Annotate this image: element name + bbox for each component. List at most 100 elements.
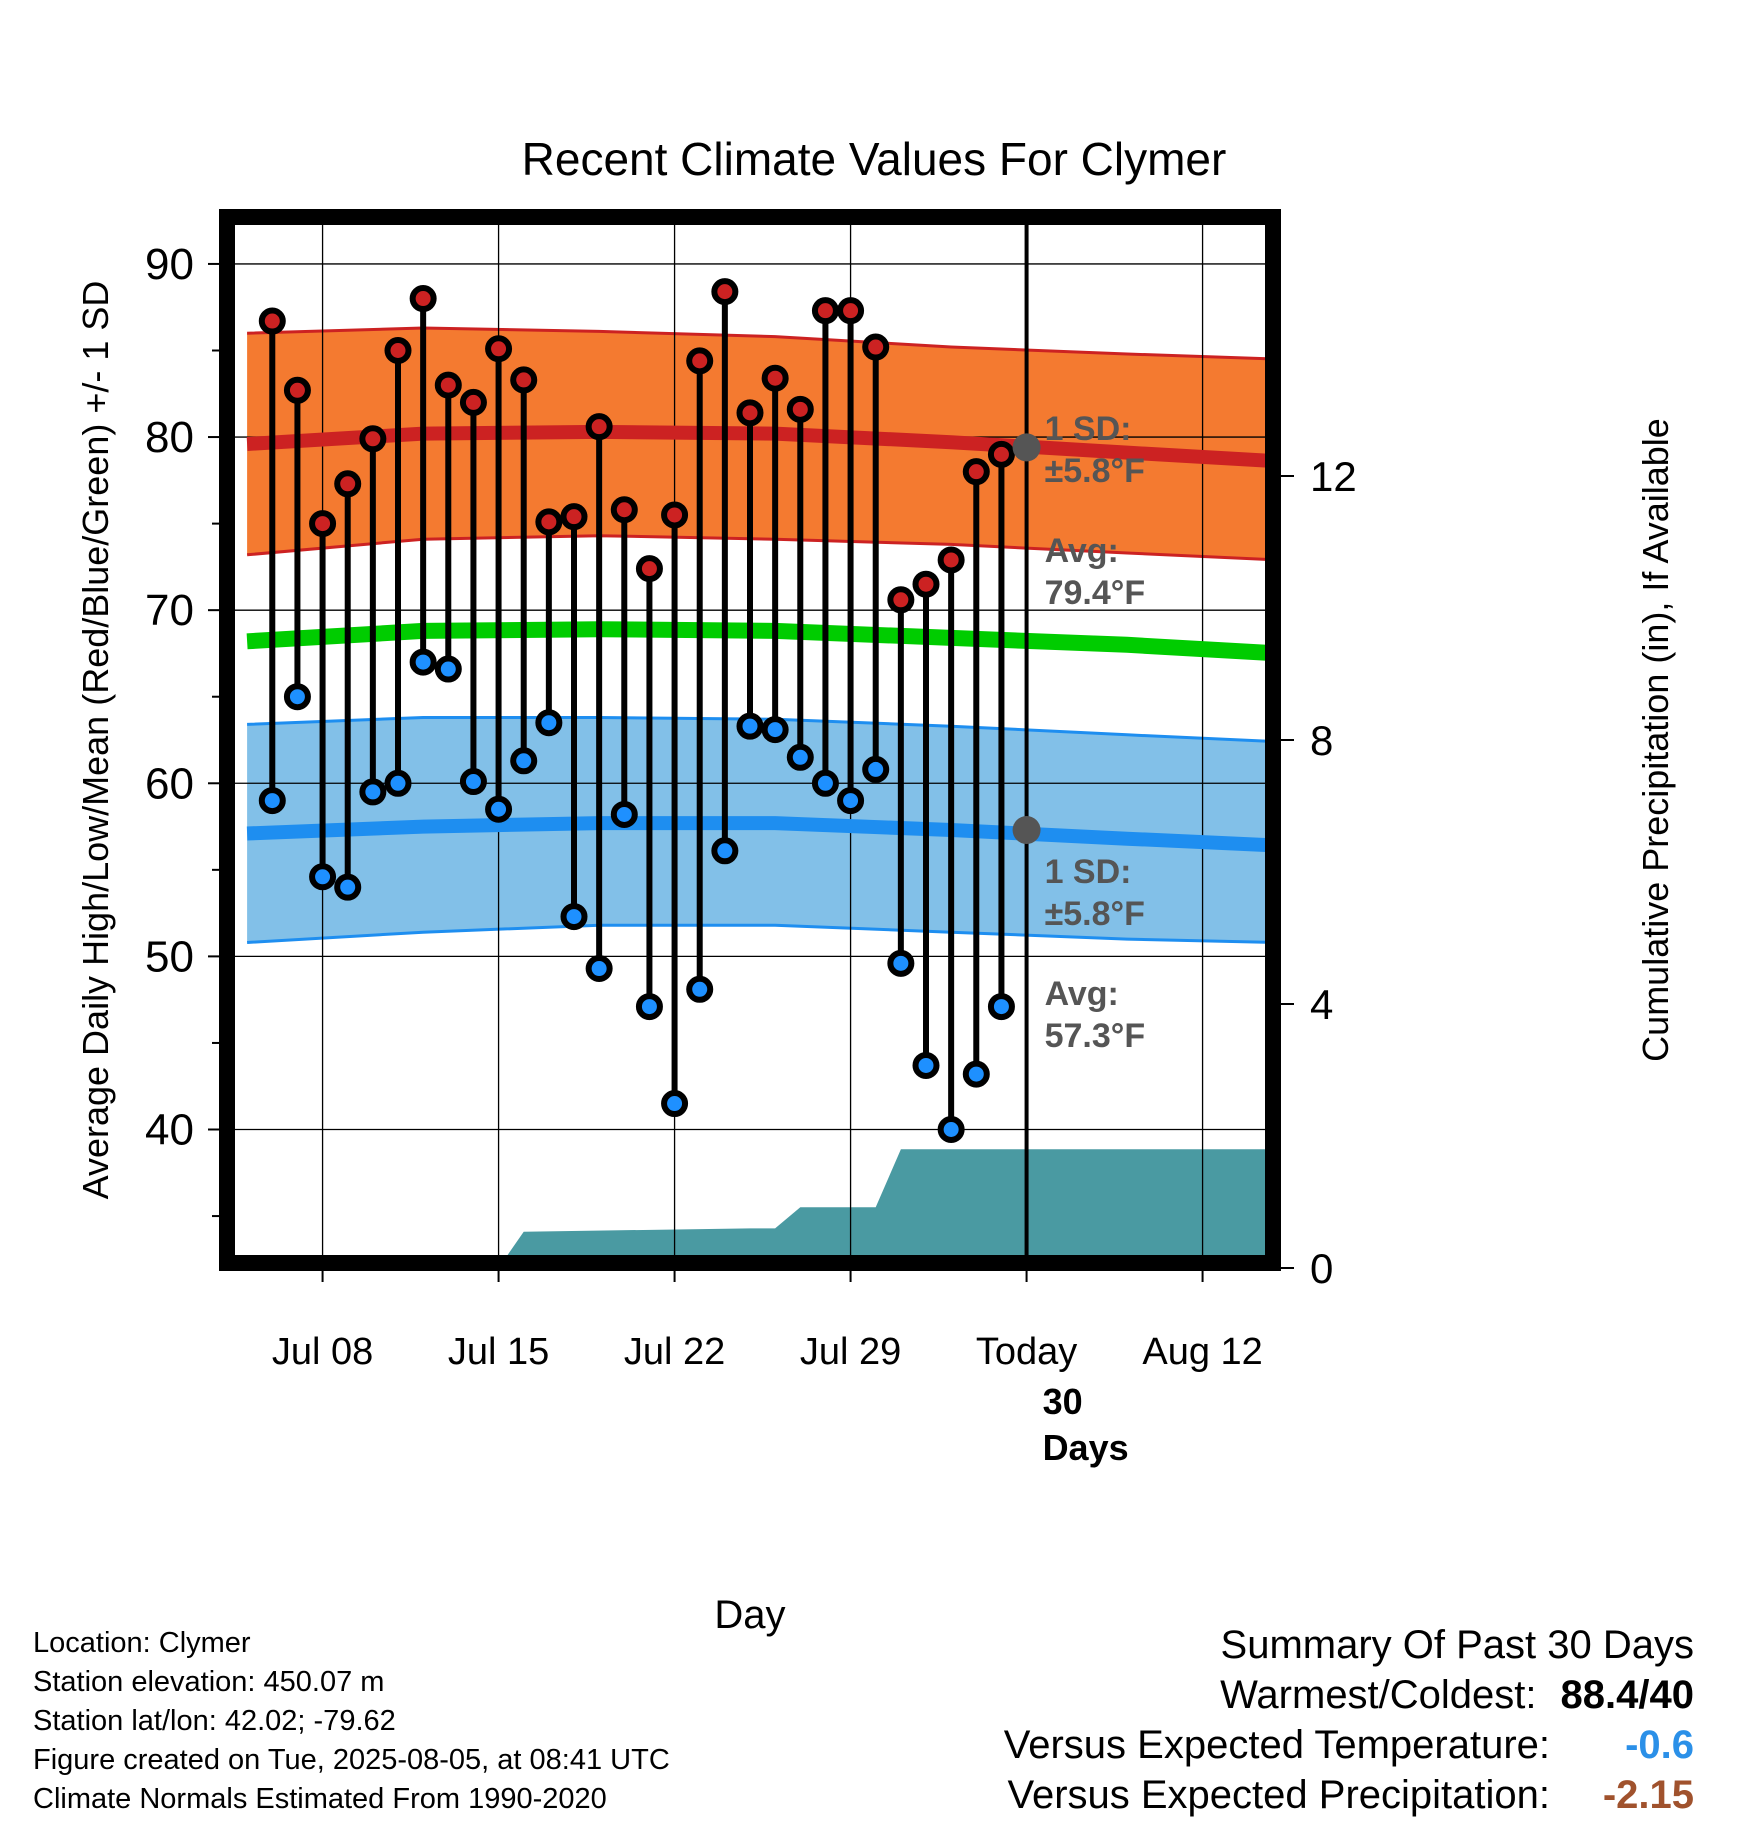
daily-low-point [384, 769, 412, 797]
summary-value: -0.6 [1625, 1723, 1694, 1767]
daily-high-point [434, 371, 462, 399]
precipitation-area [247, 1149, 1278, 1268]
precip-cumulative-area [247, 1149, 1278, 1268]
y2-tick-label: 12 [1310, 453, 1357, 500]
daily-low-point [837, 787, 865, 815]
daily-low-point [987, 993, 1015, 1021]
high-sd-title: 1 SD: [1045, 410, 1132, 448]
summary-row-warmest: Warmest/Coldest: 88.4/40 [1004, 1670, 1694, 1720]
summary-value: 88.4/40 [1560, 1673, 1694, 1717]
daily-low-point [459, 768, 487, 796]
today-low-avg-dot [1012, 816, 1041, 845]
daily-low-point [862, 755, 890, 783]
x-tick-label: Jul 22 [624, 1331, 725, 1373]
daily-low-point [510, 747, 538, 775]
daily-low-point [434, 655, 462, 683]
today-window-label: 30 [1043, 1381, 1083, 1422]
summary-row-precipitation: Versus Expected Precipitation: -2.15 [1004, 1770, 1694, 1820]
daily-range-series [258, 278, 1015, 1144]
daily-low-point [711, 837, 739, 865]
daily-low-point [661, 1090, 689, 1118]
daily-high-point [359, 425, 387, 453]
daily-high-point [283, 376, 311, 404]
daily-low-point [610, 800, 638, 828]
daily-low-point [811, 769, 839, 797]
daily-high-point [485, 335, 513, 363]
low-sd-lower-line [247, 923, 1278, 944]
info-elevation: Station elevation: 450.07 m [33, 1666, 385, 1698]
daily-high-point [736, 399, 764, 427]
daily-low-point [283, 683, 311, 711]
daily-high-point [610, 496, 638, 524]
daily-low-point [686, 975, 714, 1003]
annotations: 1 SD: ±5.8°F Avg: 79.4°F 1 SD: ±5.8°F Avg: 57.3… [1012, 410, 1146, 1468]
daily-low-point [962, 1060, 990, 1088]
daily-high-point [384, 336, 412, 364]
high-sd-value: ±5.8°F [1045, 452, 1145, 490]
x-tick-label: Aug 12 [1142, 1331, 1262, 1373]
daily-high-point [510, 366, 538, 394]
y-tick-label: 70 [145, 586, 194, 635]
daily-low-point [736, 712, 764, 740]
daily-low-point [786, 743, 814, 771]
daily-low-point [258, 787, 286, 815]
daily-high-point [761, 364, 789, 392]
daily-high-point [661, 501, 689, 529]
daily-high-point [887, 586, 915, 614]
daily-high-point [786, 395, 814, 423]
info-normals: Climate Normals Estimated From 1990-2020 [33, 1783, 607, 1815]
daily-high-point [811, 297, 839, 325]
summary-label: Versus Expected Precipitation: [1007, 1773, 1550, 1817]
summary-value: -2.15 [1602, 1773, 1694, 1817]
daily-high-point [334, 470, 362, 498]
daily-low-point [585, 955, 613, 983]
daily-high-point [258, 307, 286, 335]
daily-low-point [359, 778, 387, 806]
summary-title: Summary Of Past 30 Days [1220, 1623, 1694, 1667]
daily-high-point [635, 555, 663, 583]
daily-high-point [962, 458, 990, 486]
daily-high-point [987, 440, 1015, 468]
summary-panel: Summary Of Past 30 Days Warmest/Coldest:… [1004, 1620, 1694, 1820]
daily-low-point [887, 949, 915, 977]
y-tick-label: 60 [145, 759, 194, 808]
daily-low-point [912, 1051, 940, 1079]
x-tick-label: Jul 08 [272, 1331, 373, 1373]
info-created: Figure created on Tue, 2025-08-05, at 08… [33, 1744, 670, 1776]
today-high-avg-dot [1012, 433, 1041, 462]
daily-low-point [334, 873, 362, 901]
info-location: Location: Clymer [33, 1627, 251, 1659]
high-avg-value: 79.4°F [1045, 574, 1146, 612]
plot-border [219, 209, 1281, 1271]
daily-low-point [761, 716, 789, 744]
y2-tick-label: 8 [1310, 717, 1333, 764]
summary-label: Warmest/Coldest: [1220, 1673, 1537, 1717]
daily-high-point [409, 285, 437, 313]
y-tick-label: 40 [145, 1106, 194, 1155]
low-sd-value: ±5.8°F [1045, 895, 1145, 933]
station-info: Location: Clymer Station elevation: 450.… [33, 1624, 670, 1819]
x-tick-label: Jul 29 [800, 1331, 901, 1373]
info-latlon: Station lat/lon: 42.02; -79.62 [33, 1705, 396, 1737]
x-tick-label: Jul 15 [448, 1331, 549, 1373]
low-sd-title: 1 SD: [1045, 853, 1132, 891]
daily-low-point [309, 863, 337, 891]
y-axis-label: Average Daily High/Low/Mean (Red/Blue/Gr… [75, 281, 116, 1200]
y2-tick-label: 4 [1310, 981, 1333, 1028]
summary-row-temperature: Versus Expected Temperature: -0.6 [1004, 1720, 1694, 1770]
daily-high-point [585, 413, 613, 441]
daily-low-point [535, 709, 563, 737]
mean-avg-line [246, 621, 1278, 662]
low-avg-line [246, 816, 1278, 853]
daily-high-point [459, 388, 487, 416]
daily-low-point [635, 993, 663, 1021]
low-avg-value: 57.3°F [1045, 1017, 1146, 1055]
high-sd-band [247, 328, 1278, 560]
daily-high-point [837, 297, 865, 325]
daily-low-point [409, 648, 437, 676]
today-window-label: Days [1043, 1427, 1129, 1468]
y-tick-label: 80 [145, 413, 194, 462]
high-avg-title: Avg: [1045, 532, 1119, 570]
